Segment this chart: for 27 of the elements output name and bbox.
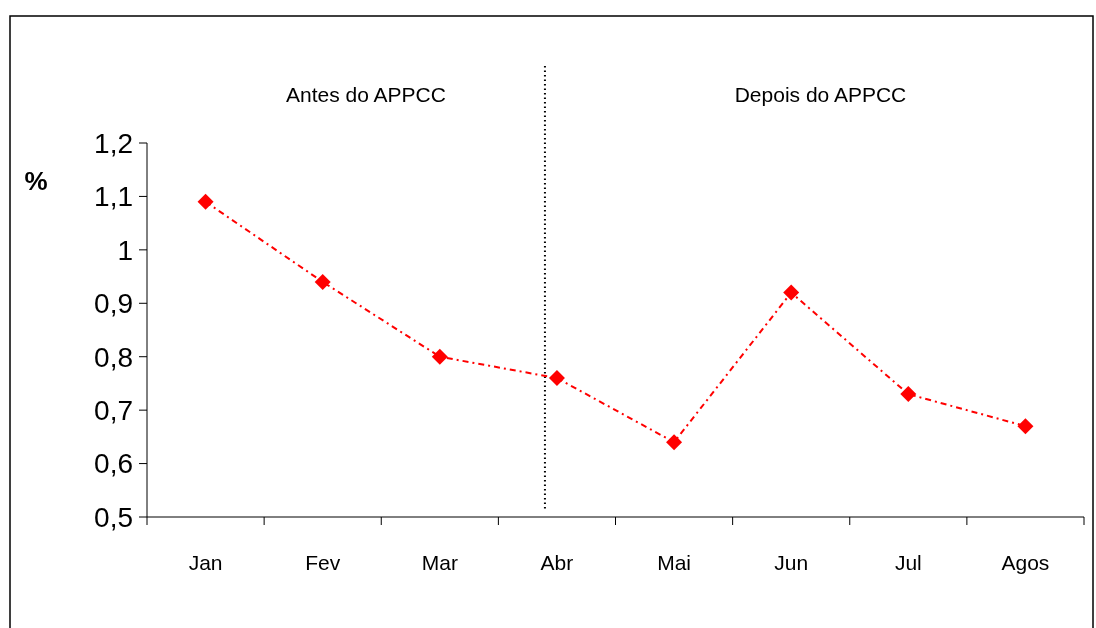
x-tick-label: Fev bbox=[305, 551, 341, 574]
x-tick-label: Agos bbox=[1001, 551, 1050, 574]
point bbox=[197, 193, 214, 210]
x-tick-label: Jan bbox=[188, 551, 223, 574]
x-tick-label: Mai bbox=[657, 551, 691, 574]
y-tick-label: 0,5 bbox=[94, 501, 133, 533]
point bbox=[431, 348, 448, 365]
x-tick-label: Jul bbox=[894, 551, 922, 574]
point bbox=[548, 370, 565, 387]
point bbox=[783, 284, 800, 301]
x-tick-label: Abr bbox=[540, 551, 574, 574]
y-tick-label: 1 bbox=[117, 234, 133, 266]
y-axis-title: % bbox=[24, 166, 48, 196]
point bbox=[1017, 418, 1034, 435]
y-tick-label: 1,2 bbox=[94, 127, 133, 159]
y-tick-label: 0,6 bbox=[94, 448, 133, 480]
text: Antes do APPCC bbox=[286, 83, 446, 106]
point bbox=[314, 273, 331, 290]
y-tick-label: 0,8 bbox=[94, 341, 133, 373]
y-tick-label: 1,1 bbox=[94, 181, 133, 213]
text: Depois do APPCC bbox=[734, 83, 907, 106]
x-tick-label: Jun bbox=[774, 551, 809, 574]
point bbox=[900, 386, 917, 403]
y-tick-label: 0,9 bbox=[94, 288, 133, 320]
point bbox=[666, 434, 683, 451]
y-tick-label: 0,7 bbox=[94, 394, 133, 426]
x-tick-label: Mar bbox=[421, 551, 458, 574]
